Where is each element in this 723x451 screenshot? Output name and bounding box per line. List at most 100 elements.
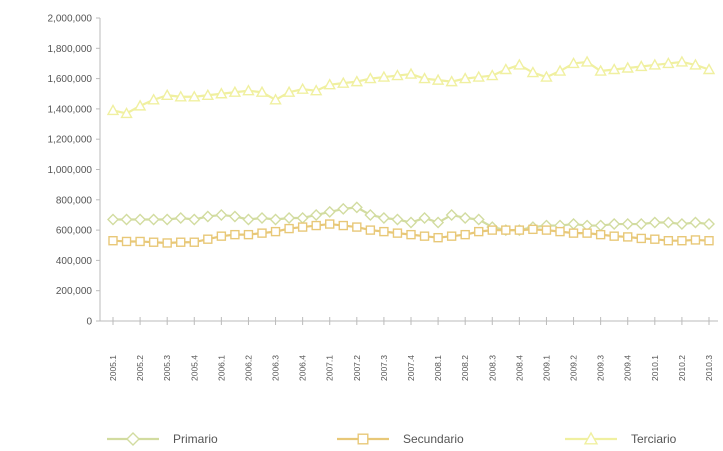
data-point-secundario (474, 226, 484, 237)
data-point-secundario (514, 225, 525, 235)
data-point-primario (662, 216, 675, 229)
data-point-terciario (255, 85, 269, 97)
data-point-terciario (120, 107, 133, 119)
data-point-terciario (188, 90, 201, 102)
legend-item-secundario: Secundario (337, 432, 464, 446)
data-point-secundario (162, 238, 172, 248)
data-point-primario (269, 213, 282, 226)
data-point-secundario (446, 231, 457, 241)
data-point-secundario (135, 236, 145, 247)
data-point-terciario (242, 84, 255, 96)
data-point-primario (432, 216, 445, 229)
data-point-terciario (296, 82, 309, 94)
legend-marker-secundario (357, 433, 369, 445)
y-tick-label: 1,800,000 (48, 44, 93, 55)
y-ticks: 0 200,000 400,000 600,000 800,000 1,000,000 1,… (48, 14, 100, 328)
data-point-secundario (704, 236, 714, 246)
data-point-secundario (636, 233, 646, 244)
x-tick-label: 2007.2 (352, 355, 362, 381)
y-tick-label: 600,000 (56, 226, 93, 237)
x-tick-label: 2006.1 (216, 355, 226, 381)
data-point-primario (567, 218, 580, 231)
y-tick-label: 0 (86, 317, 92, 328)
data-point-terciario (364, 72, 377, 84)
x-tick-label: 2005.2 (135, 355, 145, 381)
data-point-terciario (540, 70, 553, 82)
x-tick-label: 2005.3 (162, 355, 172, 381)
data-point-secundario (203, 234, 213, 244)
data-point-primario (703, 218, 715, 231)
legend-label-terciario: Terciario (631, 432, 677, 446)
data-point-secundario (582, 228, 592, 238)
legend-item-terciario: Terciario (565, 431, 677, 446)
data-point-primario (134, 213, 147, 226)
data-point-secundario (406, 229, 416, 240)
data-point-terciario (689, 58, 702, 70)
data-point-terciario (106, 103, 120, 116)
data-point-terciario (499, 63, 513, 75)
data-point-terciario (580, 55, 594, 67)
data-point-terciario (607, 63, 621, 75)
x-tick-label: 2009.4 (623, 355, 633, 381)
data-point-primario (472, 213, 485, 226)
data-point-terciario (553, 64, 567, 76)
data-point-secundario (623, 232, 633, 242)
data-point-secundario (609, 231, 619, 241)
data-point-terciario (513, 58, 526, 70)
data-point-primario (283, 211, 296, 224)
data-point-primario (107, 213, 119, 226)
data-point-primario (459, 211, 472, 224)
data-point-terciario (702, 63, 716, 75)
data-point-primario (689, 216, 702, 229)
data-point-primario (242, 213, 255, 226)
data-point-secundario (487, 225, 497, 235)
data-point-terciario (418, 72, 431, 84)
data-point-terciario (133, 99, 147, 111)
legend-item-primario: Primario (107, 432, 218, 446)
data-point-primario (188, 213, 201, 226)
data-point-terciario (526, 66, 540, 78)
x-tick-label: 2006.3 (271, 355, 281, 381)
axes (99, 18, 718, 322)
y-tick-label: 1,600,000 (48, 74, 93, 85)
data-point-primario (391, 213, 404, 226)
data-point-secundario (297, 222, 308, 232)
data-point-primario (337, 202, 350, 215)
y-tick-label: 1,000,000 (48, 165, 93, 176)
y-tick-label: 800,000 (56, 195, 93, 206)
x-tick-label: 2009.2 (569, 355, 579, 381)
data-point-terciario (445, 75, 458, 87)
data-point-terciario (309, 84, 323, 96)
legend-marker-primario (126, 432, 140, 446)
data-point-secundario (284, 223, 294, 234)
data-point-terciario (201, 88, 215, 100)
data-point-terciario (486, 69, 499, 81)
data-point-secundario (311, 220, 321, 231)
data-point-terciario (391, 69, 404, 81)
legend-label-primario: Primario (173, 432, 218, 446)
data-point-secundario (650, 234, 660, 244)
x-tick-label: 2010.1 (650, 355, 660, 381)
y-tick-label: 1,400,000 (48, 104, 93, 115)
data-point-secundario (568, 228, 579, 238)
data-point-terciario (323, 78, 336, 90)
data-point-primario (161, 213, 174, 226)
data-point-primario (445, 208, 458, 221)
data-point-terciario (648, 58, 662, 70)
data-point-secundario (257, 228, 267, 238)
data-point-secundario (419, 231, 430, 241)
x-tick-label: 2005.4 (189, 355, 199, 381)
data-point-terciario (621, 61, 634, 73)
data-point-secundario (148, 237, 159, 247)
data-point-terciario (174, 90, 187, 102)
data-point-secundario (189, 237, 199, 247)
data-point-terciario (282, 85, 296, 97)
data-point-primario (201, 210, 214, 223)
y-tick-label: 400,000 (56, 256, 93, 267)
data-point-secundario (352, 222, 362, 232)
data-point-primario (405, 216, 417, 229)
data-point-terciario (215, 87, 228, 99)
x-tick-label: 2008.2 (460, 355, 470, 381)
data-point-secundario (230, 229, 240, 240)
data-point-primario (256, 211, 268, 224)
